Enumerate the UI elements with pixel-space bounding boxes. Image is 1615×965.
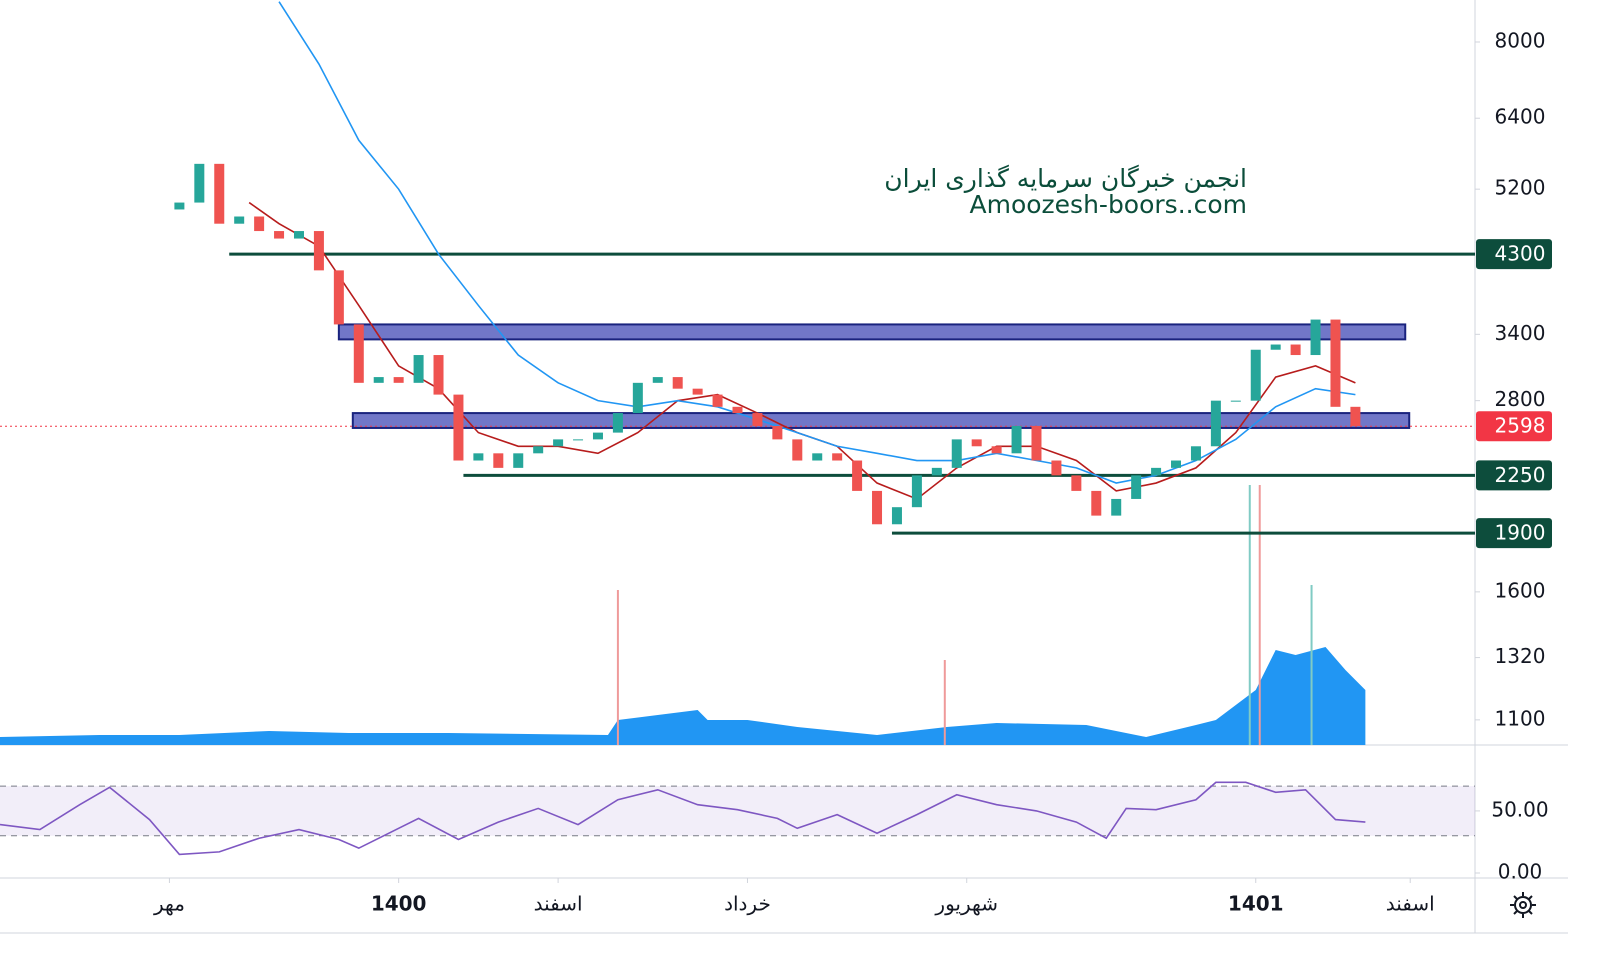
y-tick-label: 1320	[1495, 644, 1546, 668]
y-tick-label: 1600	[1495, 578, 1546, 602]
candle	[254, 216, 265, 232]
last-price-label: 2598	[1495, 414, 1546, 438]
y-tick-label: 8000	[1495, 28, 1546, 52]
x-tick-label: مهر	[153, 892, 185, 916]
level-label: 2250	[1495, 463, 1546, 487]
candle	[812, 453, 823, 461]
candle	[652, 377, 663, 383]
candle	[1310, 319, 1321, 356]
candle	[313, 231, 324, 271]
candle	[1151, 467, 1162, 476]
candle	[234, 216, 245, 224]
candle	[353, 324, 364, 383]
y-tick-label: 5200	[1495, 176, 1546, 200]
y-tick-label: 2800	[1495, 387, 1546, 411]
candle	[1091, 490, 1102, 516]
candle	[293, 231, 304, 239]
level-box	[1476, 239, 1552, 270]
candle	[174, 202, 185, 210]
candle	[911, 475, 922, 508]
candle	[453, 394, 464, 461]
x-tick-label: شهریور	[934, 892, 998, 916]
candle	[832, 453, 843, 461]
candle	[872, 490, 883, 525]
candle	[1210, 400, 1221, 447]
candle	[1171, 460, 1182, 468]
candle	[732, 406, 743, 414]
last-price-box	[1476, 411, 1552, 442]
moving-average	[278, 1, 1356, 484]
candle	[852, 460, 863, 491]
level-label: 1900	[1495, 521, 1546, 545]
candle	[1131, 475, 1142, 499]
rsi-line	[0, 781, 1366, 856]
candle	[533, 446, 544, 454]
candle	[1350, 406, 1361, 426]
candle	[1051, 460, 1062, 476]
candle	[493, 453, 504, 468]
candle	[692, 388, 703, 395]
candle	[1031, 425, 1042, 461]
candle	[333, 270, 344, 325]
candle	[573, 439, 584, 441]
candle	[393, 377, 404, 383]
zone	[351, 412, 1411, 429]
zone	[337, 323, 1407, 341]
candle	[931, 467, 942, 476]
candle	[473, 453, 484, 461]
candle	[274, 231, 285, 239]
candle	[1270, 344, 1281, 350]
settings-icon[interactable]	[1510, 892, 1536, 918]
watermark: Amoozesh-boors..com	[970, 190, 1248, 219]
level-box	[1476, 460, 1552, 491]
level-label: 4300	[1495, 242, 1546, 266]
candle	[1230, 400, 1241, 402]
candle	[553, 439, 564, 447]
candle	[991, 446, 1002, 454]
candle	[1250, 349, 1261, 401]
y-tick-label: 6400	[1495, 105, 1546, 129]
candle	[1111, 498, 1122, 516]
candle	[752, 413, 763, 426]
y-tick-label: 3400	[1495, 321, 1546, 345]
candle	[413, 355, 424, 383]
candle	[612, 413, 623, 433]
candle	[632, 382, 643, 414]
candle	[712, 394, 723, 407]
volume-area	[0, 647, 1366, 745]
x-tick-label: اسفند	[534, 892, 583, 916]
candle	[513, 453, 524, 468]
rsi-tick-label: 50.00	[1491, 797, 1548, 821]
candle	[194, 163, 205, 203]
level-box	[1476, 518, 1552, 549]
candle	[214, 163, 225, 224]
x-tick-label: 1401	[1228, 892, 1284, 916]
candle	[971, 439, 982, 447]
candle	[1290, 344, 1301, 356]
candle	[891, 507, 902, 525]
candle	[672, 377, 683, 389]
y-tick-label: 1100	[1495, 706, 1546, 730]
candle	[792, 439, 803, 461]
x-tick-label: اسفند	[1386, 892, 1435, 916]
candle	[772, 425, 783, 440]
candle	[373, 377, 384, 383]
candle	[1011, 425, 1022, 454]
rsi-band	[0, 786, 1475, 836]
watermark: انجمن خبرگان سرمایه گذاری ایران	[884, 164, 1247, 193]
x-tick-label: خرداد	[724, 892, 771, 916]
candle	[951, 439, 962, 468]
x-tick-label: 1400	[371, 892, 427, 916]
candle	[1071, 475, 1082, 491]
candle	[1330, 319, 1341, 407]
candle	[433, 355, 444, 395]
rsi-tick-label: 0.00	[1498, 860, 1543, 884]
candle	[1190, 446, 1201, 461]
candle	[592, 432, 603, 440]
